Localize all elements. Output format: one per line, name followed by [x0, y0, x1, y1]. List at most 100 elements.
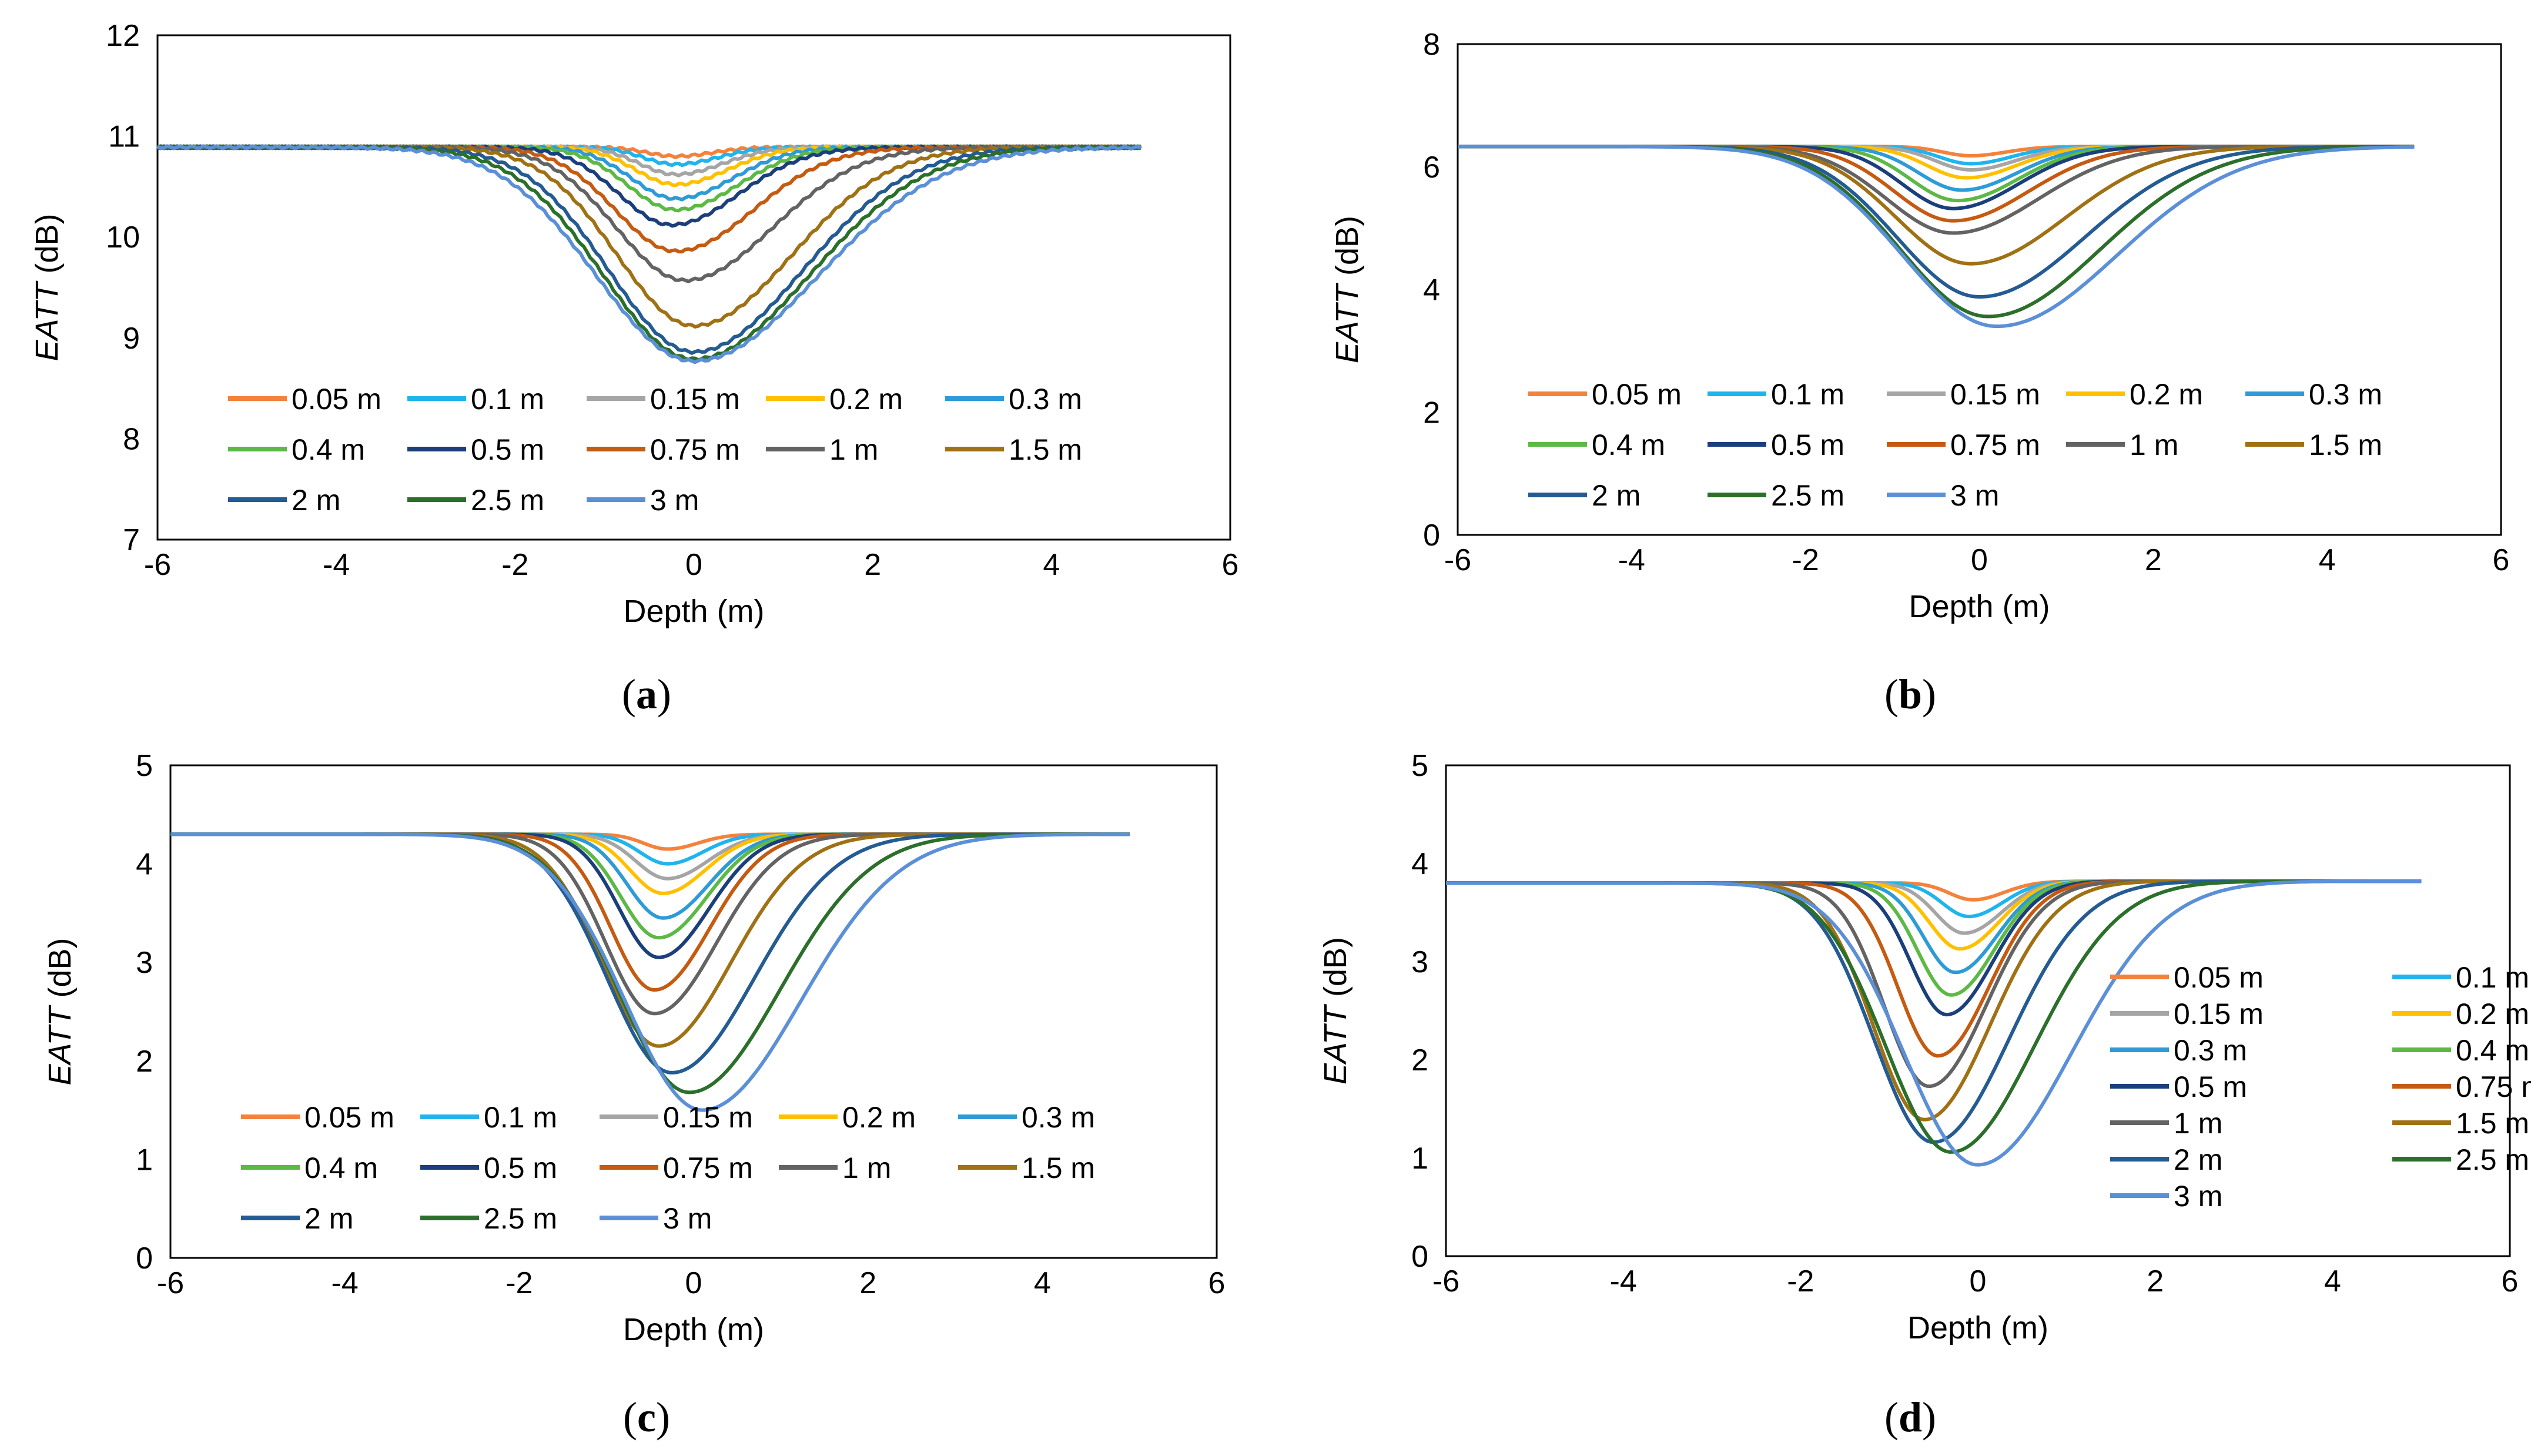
legend-label: 1 m	[2130, 429, 2178, 461]
y-tick-label: 7	[123, 523, 140, 557]
x-tick-label: 0	[1971, 543, 1988, 577]
x-tick-label: -2	[1787, 1264, 1814, 1298]
series-line-1-m	[170, 832, 1130, 1016]
y-tick-label: 3	[1411, 945, 1428, 979]
series-line-3-m	[170, 832, 1130, 1112]
y-tick-label: 6	[1423, 150, 1440, 185]
legend-label: 2 m	[2174, 1143, 2222, 1176]
x-tick-label: -4	[1618, 543, 1645, 577]
legend-label: 0.4 m	[2456, 1034, 2529, 1067]
y-tick-label: 2	[1423, 396, 1440, 430]
series-line-3-m	[1458, 145, 2415, 329]
series-line-0-5-m	[170, 832, 1130, 959]
x-tick-label: 4	[1034, 1266, 1051, 1300]
y-tick-label: 10	[106, 220, 140, 255]
x-tick-label: 6	[2493, 543, 2510, 577]
legend-label: 1.5 m	[2309, 429, 2382, 461]
y-tick-label: 0	[1411, 1240, 1428, 1274]
x-tick-label: -6	[1432, 1264, 1459, 1298]
legend-label: 1 m	[2174, 1107, 2222, 1140]
legend-label: 1 m	[829, 433, 878, 466]
x-tick-label: -2	[1792, 543, 1819, 577]
legend-label: 0.2 m	[829, 383, 903, 416]
legend-label: 2.5 m	[1771, 479, 1844, 512]
legend-label: 0.75 m	[650, 433, 740, 466]
x-axis-label: Depth (m)	[623, 1312, 764, 1347]
legend-label: 0.05 m	[292, 383, 381, 416]
panel-a-chart: -6 -4 -2 0 2 4 6 7 8 9 10 11 12 Depth (m) EATT (dB) 0.0…	[29, 19, 1238, 629]
legend-label: 1.5 m	[2456, 1107, 2529, 1140]
x-tick-label: -6	[157, 1266, 184, 1300]
series-line-3-m	[1446, 879, 2422, 1167]
y-tick-label: 1	[1411, 1142, 1428, 1176]
x-tick-label: 4	[2324, 1264, 2341, 1298]
y-axis-label: EATT (dB)	[1318, 937, 1353, 1085]
y-tick-label: 2	[136, 1045, 153, 1079]
y-axis-label: EATT (dB)	[42, 938, 78, 1085]
x-tick-label: -4	[323, 548, 350, 582]
legend-label: 0.15 m	[2174, 998, 2264, 1030]
y-tick-label: 1	[136, 1143, 153, 1177]
panel-d-label: (d)	[1884, 1394, 1937, 1441]
series-line-2-5-m	[1446, 879, 2422, 1154]
legend-label: 0.15 m	[650, 383, 740, 416]
plot-area-frame	[156, 34, 1231, 541]
series-line-2-m	[1446, 879, 2422, 1144]
y-tick-label: 4	[1411, 847, 1428, 881]
y-tick-label: 3	[136, 946, 153, 980]
x-tick-label: -4	[332, 1266, 359, 1300]
legend-label: 1.5 m	[1009, 433, 1082, 466]
x-axis-label: Depth (m)	[1909, 589, 2050, 624]
legend-label: 1.5 m	[1022, 1152, 1095, 1184]
panel-d-chart: -6 -4 -2 0 2 4 6 0 1 2 3 4 5 Depth (m) EATT (dB) 0.05 m…	[1318, 749, 2531, 1345]
legend-label: 0.3 m	[2174, 1034, 2247, 1067]
legend-label: 0.3 m	[1022, 1101, 1095, 1134]
x-tick-label: 2	[2145, 543, 2162, 577]
legend-label: 2.5 m	[2456, 1143, 2529, 1176]
y-tick-label: 5	[1411, 749, 1428, 783]
series-line-0-2-m	[1446, 879, 2422, 951]
panel-b-label: (b)	[1884, 671, 1937, 718]
legend-label: 0.5 m	[2174, 1070, 2247, 1103]
legend-label: 0.5 m	[471, 433, 544, 466]
x-tick-label: 0	[685, 1266, 702, 1300]
x-tick-label: -4	[1610, 1264, 1637, 1298]
legend: 0.05 m 0.1 m 0.15 m 0.2 m 0.3 m 0.4 m 0.5 m 0.7…	[228, 383, 1082, 517]
y-axis-label: EATT (dB)	[29, 213, 65, 361]
plot-area-frame	[1445, 764, 2511, 1257]
legend-label: 3 m	[650, 484, 699, 517]
legend-label: 2 m	[1592, 479, 1641, 512]
legend-label: 0.05 m	[1592, 378, 1682, 411]
x-tick-label: -2	[501, 548, 528, 582]
panel-c-chart: -6 -4 -2 0 2 4 6 0 1 2 3 4 5 Depth (m) EATT (dB) 0.05 m…	[42, 749, 1225, 1347]
legend-label: 0.5 m	[1771, 429, 1844, 461]
y-tick-label: 0	[1423, 518, 1440, 553]
x-tick-label: -6	[1444, 543, 1471, 577]
x-tick-label: 2	[859, 1266, 876, 1300]
y-tick-label: 8	[1423, 28, 1440, 62]
legend-label: 0.15 m	[1950, 378, 2040, 411]
y-tick-label: 11	[108, 120, 140, 154]
plot-area-frame	[169, 764, 1218, 1259]
legend-label: 0.05 m	[304, 1101, 394, 1134]
legend-label: 0.4 m	[292, 433, 365, 466]
y-tick-label: 9	[123, 322, 140, 356]
panel-c-label: (c)	[623, 1394, 670, 1441]
legend-label: 3 m	[2174, 1180, 2222, 1213]
legend-label: 0.4 m	[304, 1152, 378, 1184]
legend-label: 2 m	[292, 484, 340, 517]
series-line-0-4-m	[170, 832, 1130, 940]
x-tick-label: -2	[505, 1266, 533, 1300]
x-tick-label: 4	[1043, 548, 1060, 582]
x-tick-label: 2	[864, 548, 881, 582]
x-axis-label: Depth (m)	[1907, 1310, 2048, 1345]
plot-area-frame	[1457, 43, 2502, 536]
x-tick-label: 4	[2319, 543, 2336, 577]
x-tick-label: 6	[2502, 1264, 2519, 1298]
series-line-3-m	[156, 144, 1142, 364]
y-tick-label: 12	[106, 19, 140, 53]
y-tick-label: 8	[123, 422, 140, 456]
legend-label: 0.1 m	[484, 1101, 557, 1134]
y-tick-label: 5	[136, 749, 153, 783]
